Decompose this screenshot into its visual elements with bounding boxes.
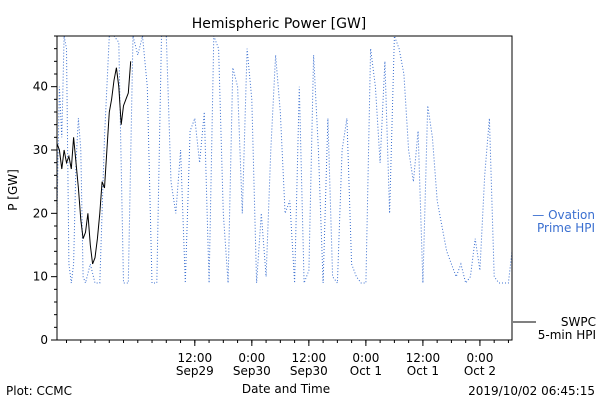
x-tick-date: Oct 1 (407, 364, 439, 378)
x-tick-time: 12:00 (292, 351, 327, 365)
legend-ovation-line2: Prime HPI (537, 221, 595, 235)
y-tick-label: 0 (40, 333, 48, 347)
series-swpc-5min-hpi (56, 61, 132, 265)
x-tick-date: Sep30 (233, 364, 271, 378)
plot-frame (56, 35, 513, 341)
y-tick-label: 40 (33, 80, 48, 94)
y-tick-label: 30 (33, 143, 48, 157)
legend-swpc-line2: 5-min HPI (538, 328, 596, 342)
x-tick-date: Oct 2 (464, 364, 496, 378)
y-tick-label: 10 (33, 270, 48, 284)
x-axis-label: Date and Time (242, 382, 330, 396)
footer-credit: Plot: CCMC (6, 384, 72, 398)
plot-area (56, 35, 513, 341)
legend-swpc-line1: SWPC (561, 315, 596, 329)
x-tick-date: Sep29 (176, 364, 214, 378)
x-tick-time: 0:00 (352, 351, 379, 365)
x-tick-date: Sep30 (290, 364, 328, 378)
footer-timestamp: 2019/10/02 06:45:15 (468, 384, 595, 398)
x-tick-time: 0:00 (466, 351, 493, 365)
chart-title: Hemispheric Power [GW] (192, 16, 367, 32)
x-tick-time: 0:00 (238, 351, 265, 365)
x-tick-time: 12:00 (178, 351, 213, 365)
series-ovation-prime-hpi (56, 35, 513, 285)
x-tick-time: 12:00 (406, 351, 441, 365)
y-axis: 0 10 20 30 40 (33, 35, 57, 347)
legend: — Ovation Prime HPI SWPC 5-min HPI (513, 208, 596, 342)
y-axis-label: P [GW] (6, 169, 20, 211)
x-tick-date: Oct 1 (350, 364, 382, 378)
legend-ovation-line1: — Ovation (532, 208, 595, 222)
y-tick-label: 20 (33, 206, 48, 220)
